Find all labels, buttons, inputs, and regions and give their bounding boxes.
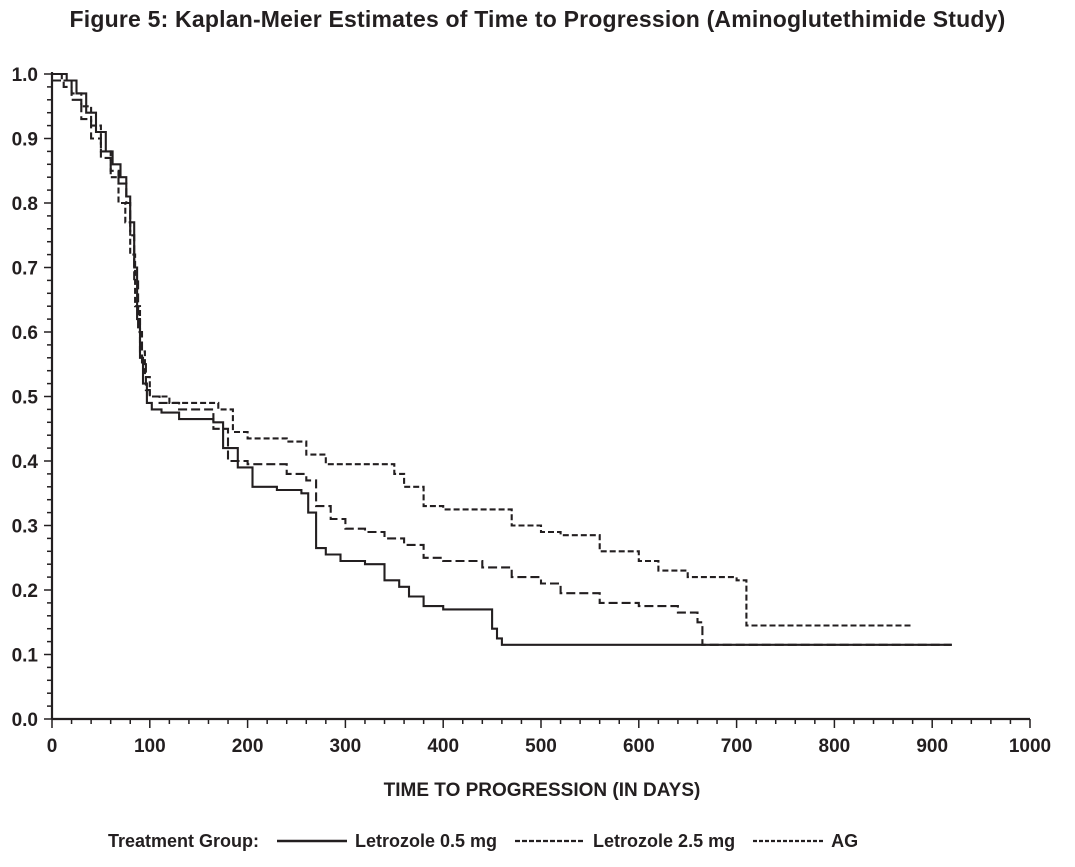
y-tick-label: 1.0: [12, 65, 38, 86]
y-tick-label: 0.9: [12, 130, 38, 151]
x-tick-label: 700: [721, 736, 753, 757]
y-tick-label: 0.5: [12, 388, 39, 409]
legend-entry-2: Letrozole 2.5 mg: [515, 831, 735, 852]
x-tick-label: 900: [916, 736, 948, 757]
x-tick-label: 100: [134, 736, 166, 757]
y-tick-label: 0.2: [12, 581, 38, 602]
y-tick-label: 0.3: [12, 517, 38, 538]
x-tick-label: 0: [47, 736, 58, 757]
x-tick-label: 800: [819, 736, 851, 757]
legend-label: Letrozole 0.5 mg: [355, 830, 498, 851]
y-tick-label: 0.6: [12, 323, 38, 344]
series-layer: [52, 72, 952, 646]
legend-label: Letrozole 2.5 mg: [593, 830, 736, 851]
x-tick-label: 200: [232, 736, 264, 757]
legend-swatch: [515, 839, 586, 843]
legend-swatch: [277, 839, 348, 843]
x-tick-label: 1000: [1009, 736, 1051, 757]
x-tick-label: 300: [330, 736, 362, 757]
legend-entry-3: AG: [753, 831, 858, 852]
y-tick-label: 0.4: [12, 452, 39, 473]
x-tick-label: 600: [623, 736, 655, 757]
y-tick-label: 0.7: [12, 259, 38, 280]
series-line-1: [52, 72, 952, 646]
chart-title: Figure 5: Kaplan-Meier Estimates of Time…: [69, 6, 1006, 32]
series-line-2: [52, 79, 952, 646]
legend: Treatment Group: Letrozole 0.5 mg Letrozo…: [108, 826, 876, 856]
legend-swatch: [753, 839, 824, 843]
legend-entry-1: Letrozole 0.5 mg: [277, 831, 497, 852]
axes: 0.0 0.1 0.2 0.3 0.4 0.5 0.6 0.7 0.8 0.9 1.0 0 100 200…: [12, 65, 1052, 757]
x-axis-label: TIME TO PROGRESSION (IN DAYS): [383, 780, 701, 801]
series-line-3: [52, 72, 913, 627]
legend-label: AG: [831, 830, 859, 851]
y-tick-label: 0.1: [12, 646, 39, 667]
y-tick-label: 0.8: [12, 194, 38, 215]
x-tick-label: 500: [525, 736, 557, 757]
legend-title: Treatment Group:: [108, 830, 260, 851]
x-tick-label: 400: [427, 736, 459, 757]
y-tick-label: 0.0: [12, 710, 38, 731]
